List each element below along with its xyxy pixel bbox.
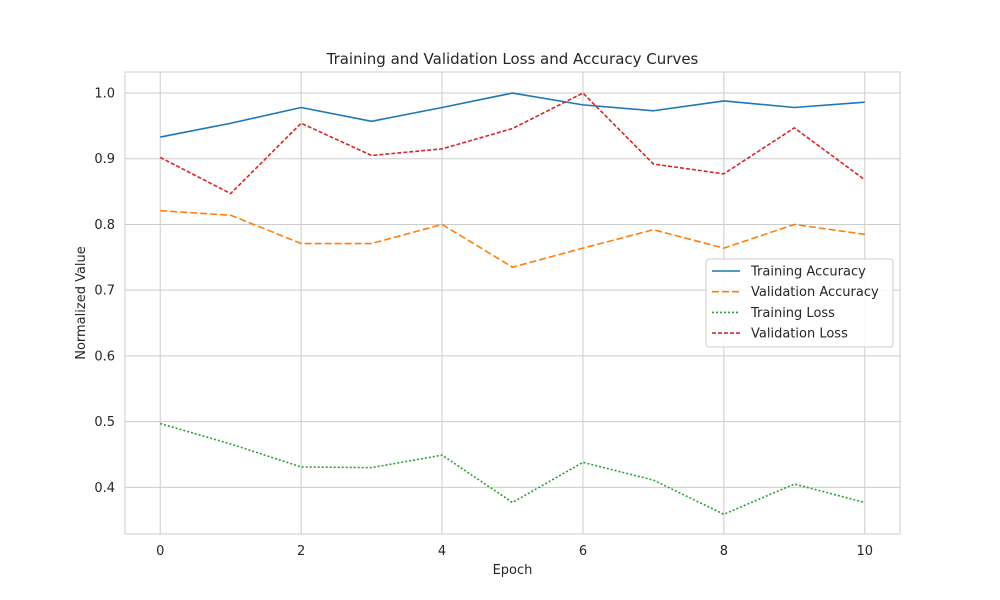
chart-title: Training and Validation Loss and Accurac…: [326, 50, 699, 68]
x-tick-label: 6: [579, 544, 587, 559]
x-axis-ticks: 0 2 4 6 8 10: [156, 544, 873, 559]
training-accuracy-line: [160, 92, 865, 138]
y-tick-label: 0.5: [94, 415, 115, 430]
training-accuracy-legend-label: Training Accuracy: [750, 265, 866, 280]
legend-box: [705, 258, 894, 348]
validation-loss-line: [159, 92, 866, 195]
x-tick-label: 4: [438, 544, 446, 559]
y-tick-label: 0.4: [94, 481, 115, 496]
y-tick-label: 1.0: [94, 87, 115, 102]
x-tick-label: 8: [720, 544, 728, 559]
x-tick-label: 0: [156, 544, 164, 559]
y-axis-title: Normalized Value: [74, 246, 89, 360]
validation-accuracy-line: [160, 209, 865, 268]
y-tick-label: 0.7: [94, 284, 115, 299]
y-axis-ticks: 0.4 0.5 0.6 0.7 0.8 0.9 1.0: [94, 87, 115, 496]
validation-loss-legend-label: Validation Loss: [751, 327, 848, 342]
x-tick-label: 10: [856, 544, 873, 559]
plot-frame: [124, 71, 901, 535]
x-axis-title: Epoch: [493, 563, 533, 578]
y-tick-label: 0.6: [94, 349, 115, 364]
validation-accuracy-legend-label: Validation Accuracy: [751, 285, 879, 300]
y-tick-label: 0.8: [94, 218, 115, 233]
x-tick-label: 2: [297, 544, 305, 559]
legend: Training Accuracy Validation Accuracy Trai…: [705, 258, 894, 348]
series-layer: [159, 92, 866, 516]
y-tick-label: 0.9: [94, 152, 115, 167]
grid-lines: [125, 72, 900, 534]
training-loss-legend-label: Training Loss: [750, 306, 835, 321]
